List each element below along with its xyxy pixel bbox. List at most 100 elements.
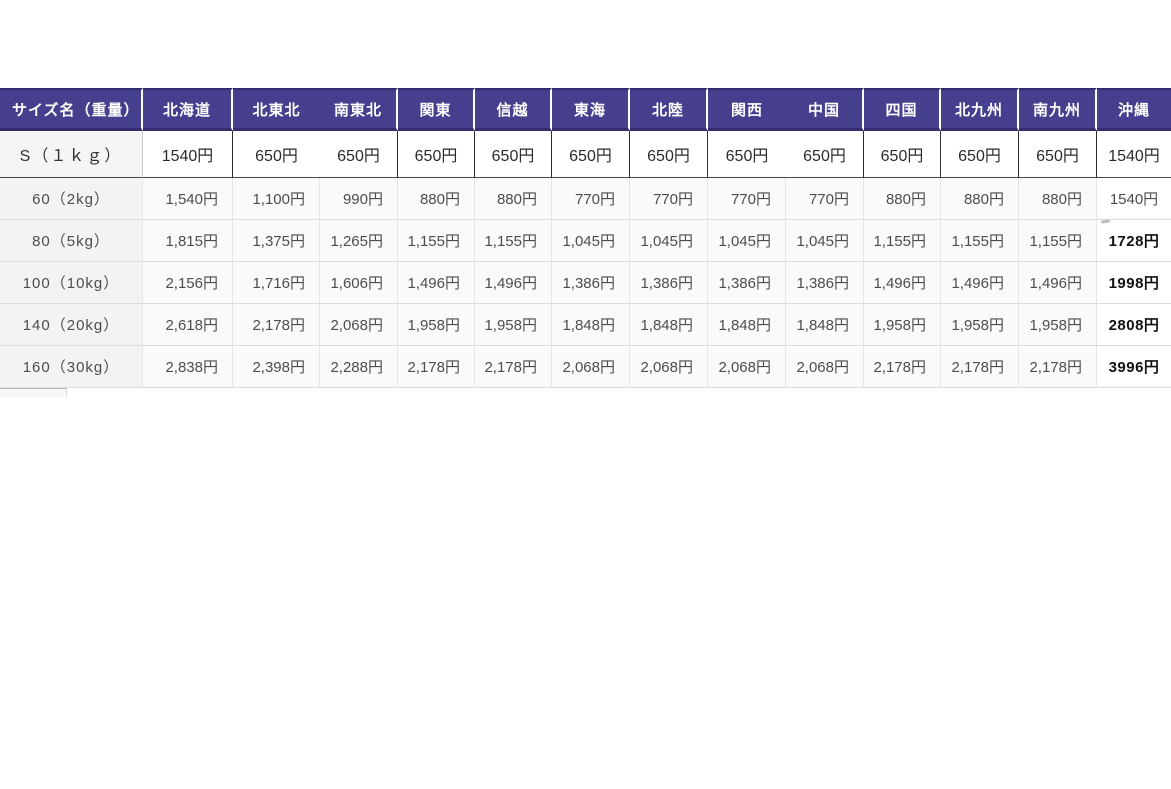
price-cell: 650円 bbox=[398, 131, 475, 178]
price-cell: 1,958円 bbox=[864, 304, 941, 346]
price-cell: 1,716円 bbox=[233, 262, 320, 304]
row-label: 60（2kg） bbox=[0, 178, 143, 220]
price-cell: 1,045円 bbox=[786, 220, 864, 262]
price-cell: 770円 bbox=[552, 178, 630, 220]
price-cell: 2,068円 bbox=[320, 304, 398, 346]
price-cell: 2,178円 bbox=[1019, 346, 1097, 388]
price-cell: 2,178円 bbox=[475, 346, 552, 388]
price-cell: 650円 bbox=[233, 131, 320, 178]
price-cell: 1,496円 bbox=[475, 262, 552, 304]
cropped-row-remnant bbox=[0, 388, 67, 397]
price-cell: 1,155円 bbox=[864, 220, 941, 262]
price-cell: 2,068円 bbox=[708, 346, 786, 388]
table-row: 80（5kg） 1,815円 1,375円 1,265円 1,155円 1,155円 1,0… bbox=[0, 220, 1171, 262]
price-cell: 1540円 bbox=[1097, 178, 1171, 220]
price-cell: 1,045円 bbox=[630, 220, 708, 262]
price-cell: 880円 bbox=[398, 178, 475, 220]
price-cell: 770円 bbox=[708, 178, 786, 220]
price-cell: 2,178円 bbox=[398, 346, 475, 388]
price-cell: 990円 bbox=[320, 178, 398, 220]
price-cell: 2,838円 bbox=[143, 346, 233, 388]
column-header-region: 南九州 bbox=[1019, 88, 1097, 131]
table-row: 60（2kg） 1,540円 1,100円 990円 880円 880円 770円 770円 7… bbox=[0, 178, 1171, 220]
price-cell: 1,815円 bbox=[143, 220, 233, 262]
table-row: S（１ｋｇ） 1540円 650円 650円 650円 650円 650円 650円 650円 6… bbox=[0, 131, 1171, 178]
price-cell: 1,496円 bbox=[941, 262, 1019, 304]
price-cell: 650円 bbox=[1019, 131, 1097, 178]
column-header-region: 沖縄 bbox=[1097, 88, 1171, 131]
price-cell: 2808円 bbox=[1097, 304, 1171, 346]
price-cell: 1,045円 bbox=[552, 220, 630, 262]
table-header-row: サイズ名（重量） 北海道 北東北 南東北 関東 信越 東海 北陸 関西 中国 四国 北九州 南九州 沖縄 bbox=[0, 88, 1171, 131]
column-header-region: 関西 bbox=[708, 88, 786, 131]
price-cell: 650円 bbox=[475, 131, 552, 178]
price-cell: 2,618円 bbox=[143, 304, 233, 346]
price-cell: 2,178円 bbox=[233, 304, 320, 346]
price-cell: 2,068円 bbox=[630, 346, 708, 388]
price-cell: 1,848円 bbox=[630, 304, 708, 346]
price-cell: 1998円 bbox=[1097, 262, 1171, 304]
price-table: サイズ名（重量） 北海道 北東北 南東北 関東 信越 東海 北陸 関西 中国 四国 北九州 南九州 沖縄 … bbox=[0, 88, 1171, 388]
table-row: 100（10kg） 2,156円 1,716円 1,606円 1,496円 1,496円 1… bbox=[0, 262, 1171, 304]
price-cell: 2,178円 bbox=[864, 346, 941, 388]
price-cell: 650円 bbox=[941, 131, 1019, 178]
price-cell: 1,958円 bbox=[475, 304, 552, 346]
price-cell: 1,848円 bbox=[552, 304, 630, 346]
price-cell: 880円 bbox=[1019, 178, 1097, 220]
price-cell: 2,068円 bbox=[552, 346, 630, 388]
price-cell: 1,496円 bbox=[864, 262, 941, 304]
column-header-region: 北陸 bbox=[630, 88, 708, 131]
price-cell: 880円 bbox=[475, 178, 552, 220]
table-row: 160（30kg） 2,838円 2,398円 2,288円 2,178円 2,178円 2… bbox=[0, 346, 1171, 388]
column-header-size: サイズ名（重量） bbox=[0, 88, 143, 131]
column-header-region: 北九州 bbox=[941, 88, 1019, 131]
price-cell: 2,288円 bbox=[320, 346, 398, 388]
shipping-rate-table: サイズ名（重量） 北海道 北東北 南東北 関東 信越 東海 北陸 関西 中国 四国 北九州 南九州 沖縄 … bbox=[0, 88, 1171, 397]
price-cell: 1,386円 bbox=[630, 262, 708, 304]
column-header-region: 北東北 bbox=[233, 88, 320, 131]
price-cell: 650円 bbox=[552, 131, 630, 178]
price-cell: 1540円 bbox=[143, 131, 233, 178]
price-cell: 2,398円 bbox=[233, 346, 320, 388]
column-header-region: 関東 bbox=[398, 88, 475, 131]
price-cell: 1,958円 bbox=[398, 304, 475, 346]
row-label: 80（5kg） bbox=[0, 220, 143, 262]
price-cell: 1,045円 bbox=[708, 220, 786, 262]
row-label: 140（20kg） bbox=[0, 304, 143, 346]
price-cell: 1,155円 bbox=[475, 220, 552, 262]
price-cell: 1,540円 bbox=[143, 178, 233, 220]
price-cell: 1,848円 bbox=[786, 304, 864, 346]
price-cell: 770円 bbox=[630, 178, 708, 220]
price-cell: 1,155円 bbox=[398, 220, 475, 262]
column-header-region: 信越 bbox=[475, 88, 552, 131]
price-cell: 1540円 bbox=[1097, 131, 1171, 178]
price-cell: 650円 bbox=[708, 131, 786, 178]
price-cell: 3996円 bbox=[1097, 346, 1171, 388]
price-cell: 650円 bbox=[630, 131, 708, 178]
price-cell: 1,958円 bbox=[1019, 304, 1097, 346]
column-header-region: 東海 bbox=[552, 88, 630, 131]
price-cell: 1,496円 bbox=[1019, 262, 1097, 304]
price-cell: 650円 bbox=[320, 131, 398, 178]
price-cell: 880円 bbox=[941, 178, 1019, 220]
price-cell: 1,265円 bbox=[320, 220, 398, 262]
price-cell: 2,156円 bbox=[143, 262, 233, 304]
price-cell: 1,100円 bbox=[233, 178, 320, 220]
price-cell: 1,848円 bbox=[708, 304, 786, 346]
column-header-region: 中国 bbox=[786, 88, 864, 131]
column-header-region: 南東北 bbox=[320, 88, 398, 131]
row-label: S（１ｋｇ） bbox=[0, 131, 143, 178]
column-header-region: 四国 bbox=[864, 88, 941, 131]
column-header-region: 北海道 bbox=[143, 88, 233, 131]
price-cell: 1,386円 bbox=[786, 262, 864, 304]
price-cell: 1,375円 bbox=[233, 220, 320, 262]
price-cell: 1,386円 bbox=[708, 262, 786, 304]
price-cell: 1,155円 bbox=[941, 220, 1019, 262]
price-cell: 1,958円 bbox=[941, 304, 1019, 346]
price-cell: 1,496円 bbox=[398, 262, 475, 304]
price-cell: 1,386円 bbox=[552, 262, 630, 304]
price-cell: 880円 bbox=[864, 178, 941, 220]
price-cell: 1728円 bbox=[1097, 220, 1171, 262]
price-cell: 650円 bbox=[864, 131, 941, 178]
row-label: 160（30kg） bbox=[0, 346, 143, 388]
